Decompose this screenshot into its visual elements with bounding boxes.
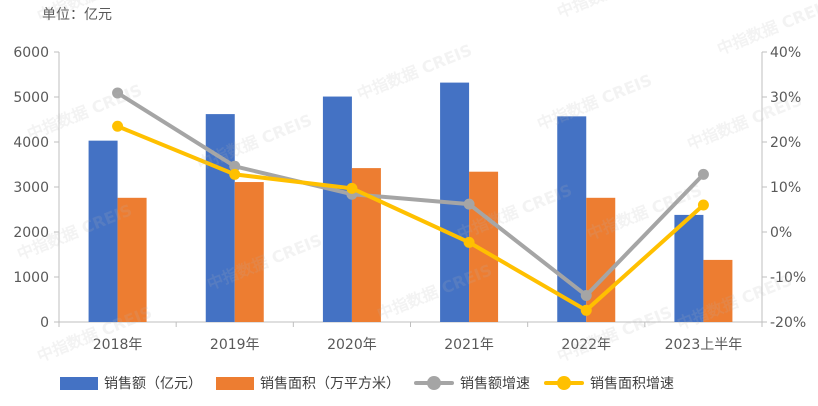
bar-sales-area <box>703 259 733 322</box>
point-amount-growth <box>580 289 592 301</box>
legend-swatch-amount-growth <box>414 376 454 390</box>
right-axis-tick-label: -20% <box>770 315 806 331</box>
left-axis-tick-label: 3000 <box>13 180 49 196</box>
point-area-growth <box>697 199 709 211</box>
bar-sales-amount <box>674 214 704 322</box>
right-axis-tick-label: -10% <box>770 270 806 286</box>
watermark-text: 中指数据 CREIS <box>714 0 818 59</box>
unit-label: 单位：亿元 <box>42 7 112 23</box>
legend-label-sales-amount: 销售额（亿元） <box>104 376 202 392</box>
chart-legend: 销售额（亿元） 销售面积（万平方米） 销售额增速 销售面积增速 <box>60 373 688 393</box>
watermark-text: 中指数据 CREIS <box>34 0 154 26</box>
left-axis-tick-label: 2000 <box>13 225 49 241</box>
left-axis-tick-label: 6000 <box>13 45 49 61</box>
point-amount-growth <box>463 198 475 210</box>
left-axis-tick-label: 4000 <box>13 135 49 151</box>
point-area-growth <box>112 120 124 132</box>
bar-sales-area <box>117 197 147 322</box>
line-amount-growth <box>115 90 706 298</box>
point-amount-growth <box>229 160 241 172</box>
point-area-growth <box>229 168 241 180</box>
left-axis-tick-label: 5000 <box>13 90 49 106</box>
left-axis-tick-label: 0 <box>40 315 49 331</box>
legend-item-sales-area: 销售面积（万平方米） <box>216 373 400 393</box>
x-axis-tick-label: 2023上半年 <box>665 337 743 353</box>
point-amount-growth <box>697 168 709 180</box>
x-axis-tick-label: 2019年 <box>210 337 260 353</box>
bar-sales-amount <box>557 116 587 322</box>
legend-label-sales-area: 销售面积（万平方米） <box>260 376 400 392</box>
x-axis-tick-label: 2018年 <box>93 337 143 353</box>
line-area-growth <box>115 124 706 313</box>
legend-item-area-growth: 销售面积增速 <box>544 373 674 393</box>
right-axis-tick-label: 20% <box>770 135 801 151</box>
right-axis-tick-label: 0% <box>770 225 792 241</box>
bar-sales-area <box>234 182 264 322</box>
legend-item-sales-amount: 销售额（亿元） <box>60 373 202 393</box>
x-axis-tick-label: 2022年 <box>561 337 611 353</box>
x-axis-tick-label: 2020年 <box>327 337 377 353</box>
legend-label-area-growth: 销售面积增速 <box>590 376 674 392</box>
legend-swatch-sales-amount <box>60 376 98 390</box>
x-axis-tick-label: 2021年 <box>444 337 494 353</box>
legend-item-amount-growth: 销售额增速 <box>414 373 530 393</box>
bar-sales-amount <box>322 96 352 322</box>
right-axis-tick-label: 10% <box>770 180 801 196</box>
bar-sales-amount <box>205 114 235 322</box>
watermark-text: 中指数据 CREIS <box>554 0 674 22</box>
point-area-growth <box>463 236 475 248</box>
right-axis-tick-label: 30% <box>770 90 801 106</box>
sales-chart: 0 1000 2000 3000 4000 5000 6000 -20% -10% 0% 10% 20… <box>13 0 818 366</box>
watermark-text: 中指数据 CREIS <box>534 70 654 133</box>
bar-sales-amount <box>88 140 118 322</box>
legend-swatch-area-growth <box>544 376 584 390</box>
right-axis-tick-label: 40% <box>770 45 801 61</box>
bar-sales-area <box>586 197 616 322</box>
point-area-growth <box>580 304 592 316</box>
legend-swatch-sales-area <box>216 376 254 390</box>
point-amount-growth <box>112 87 124 99</box>
legend-label-amount-growth: 销售额增速 <box>460 376 530 392</box>
point-area-growth <box>346 182 358 194</box>
left-axis-tick-label: 1000 <box>13 270 49 286</box>
